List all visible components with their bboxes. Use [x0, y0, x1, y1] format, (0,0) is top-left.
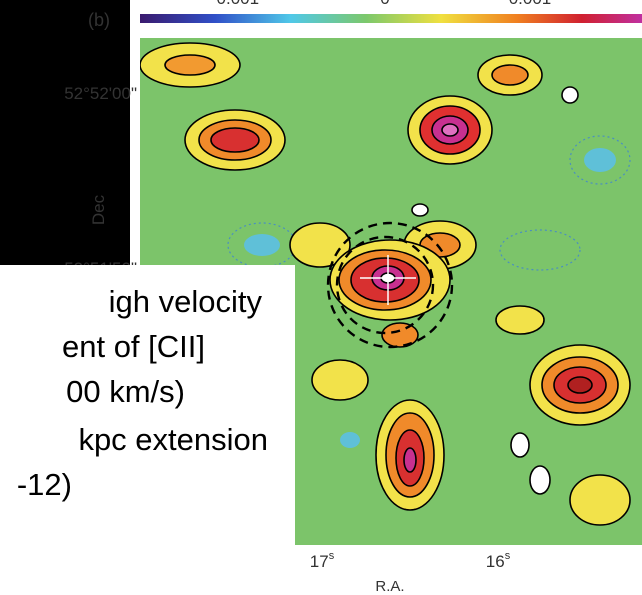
ra-tick-number: 17 [310, 552, 329, 571]
panel-label: (b) [88, 10, 110, 30]
ra-tick-unit: s [329, 550, 335, 562]
slide-text: 00 km/s) [66, 374, 185, 409]
dec-title: Dec [89, 194, 108, 225]
colorbar-label: -0.001 [211, 0, 259, 8]
ra-tick-unit: s [505, 550, 511, 562]
colorbar-label: 0 [380, 0, 389, 8]
ra-tick-label: 16s [486, 550, 511, 571]
dec-tick-label: 52°52'00" [64, 84, 137, 103]
slide-text-panel [0, 265, 295, 595]
colorbar-label: 0.001 [509, 0, 552, 8]
dark-strip [0, 0, 130, 270]
slide-text: ent of [CII] [62, 329, 205, 364]
slide-text: -12) [17, 467, 72, 502]
ra-title: R.A. [375, 578, 404, 595]
slide-text: igh velocity [109, 284, 263, 319]
colorbar [140, 14, 642, 23]
ra-tick-number: 16 [486, 552, 505, 571]
ra-tick-label: 17s [310, 550, 335, 571]
slide-text: kpc extension [78, 422, 268, 457]
